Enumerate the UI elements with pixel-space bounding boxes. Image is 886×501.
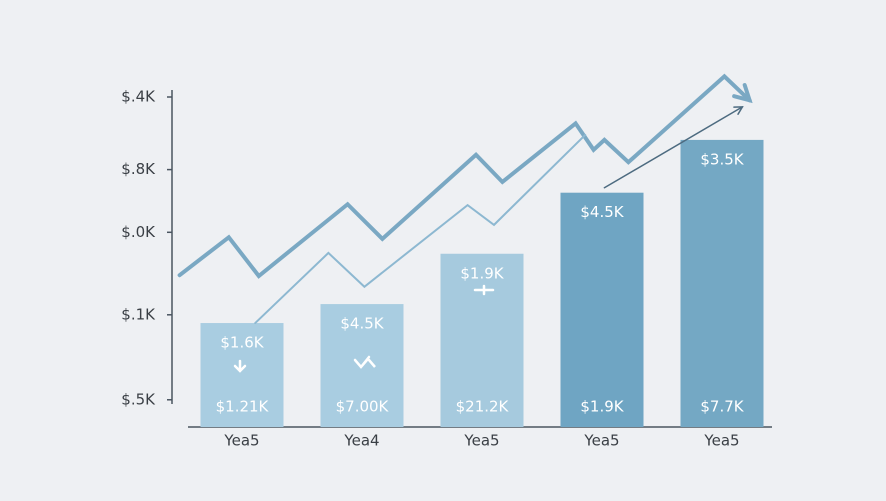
y-tick-label: $.4K	[121, 88, 156, 106]
arrowhead	[732, 83, 753, 104]
arrowhead	[733, 106, 744, 115]
x-tick-label: Yea4	[343, 432, 379, 450]
bar-bottom-label: $7.7K	[700, 398, 744, 416]
bar-top-label: $4.5K	[340, 315, 384, 333]
plus-icon	[473, 284, 495, 296]
bar-bottom-label: $21.2K	[456, 398, 510, 416]
bar-bottom-label: $1.21K	[216, 398, 270, 416]
x-tick-label: Yea5	[583, 432, 619, 450]
trend-line	[177, 73, 752, 279]
bar-bottom-label: $1.9K	[580, 398, 624, 416]
bar-top-label: $1.9K	[460, 264, 504, 282]
bar-top-label: $1.6K	[220, 334, 264, 352]
x-tick-label: Yea5	[703, 432, 739, 450]
bar	[680, 139, 764, 427]
y-tick-label: $.8K	[121, 160, 156, 178]
y-tick-label: $.5K	[121, 390, 156, 408]
bar-icons	[233, 284, 495, 373]
bar-top-label: $3.5K	[700, 150, 744, 168]
y-tick-label: $.1K	[121, 305, 156, 323]
trend-line	[603, 106, 744, 189]
bar	[200, 323, 284, 427]
bar	[440, 253, 524, 427]
down-arrow-icon	[233, 359, 247, 373]
x-tick-label: Yea5	[463, 432, 499, 450]
trend-line	[254, 133, 587, 325]
x-tick-label: Yea5	[223, 432, 259, 450]
bar-bottom-label: $7.00K	[336, 398, 390, 416]
chevron-icon	[353, 355, 376, 369]
y-tick-label: $.0K	[121, 223, 156, 241]
bar-top-label: $4.5K	[580, 203, 624, 221]
bar	[560, 192, 644, 427]
